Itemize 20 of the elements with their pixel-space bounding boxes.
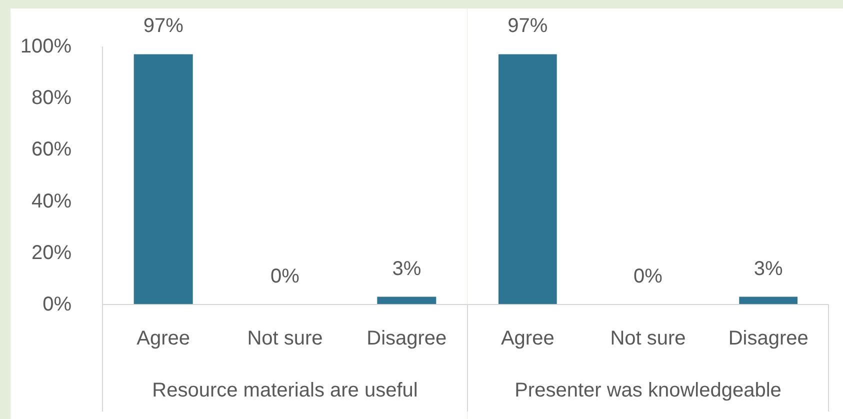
x-tick-label: Not sure (247, 328, 323, 350)
data-label: 0% (270, 266, 300, 288)
y-tick-label: 60% (31, 138, 72, 161)
data-label: 3% (392, 258, 422, 280)
y-tick-label: 80% (31, 87, 72, 110)
x-tick-label: Disagree (366, 328, 447, 350)
x-tick-label: Agree (500, 328, 554, 350)
x-tick-label: Disagree (728, 328, 808, 350)
data-label: 97% (143, 15, 184, 38)
y-tick-label: 40% (31, 190, 72, 212)
x-axis-title: Presenter was knowledgeable (514, 380, 782, 402)
y-tick-label: 20% (31, 242, 72, 264)
y-tick-label: 0% (42, 294, 72, 316)
y-tick-label: 100% (20, 36, 72, 58)
data-label: 3% (754, 258, 784, 280)
x-axis-title: Resource materials are useful (152, 380, 418, 402)
data-label: 0% (634, 266, 663, 288)
x-tick-label: Not sure (610, 328, 686, 350)
x-tick-label: Agree (136, 328, 190, 350)
data-label: 97% (508, 15, 548, 38)
